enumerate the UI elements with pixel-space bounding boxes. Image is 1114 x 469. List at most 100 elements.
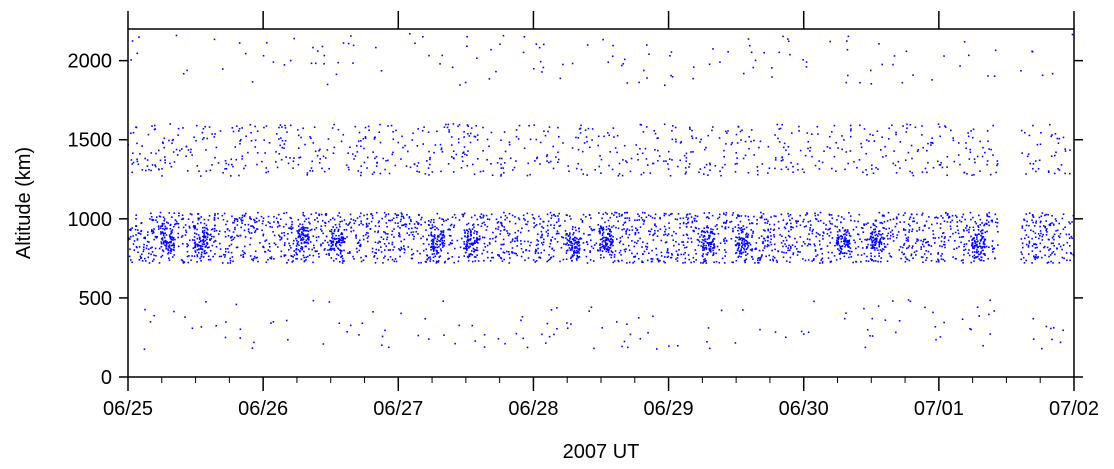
data-point [314, 150, 317, 153]
data-point [897, 231, 900, 233]
data-point [503, 258, 505, 261]
data-point [543, 130, 545, 132]
data-point [615, 211, 618, 214]
data-point [373, 138, 376, 140]
data-point [525, 248, 528, 251]
data-point [886, 243, 889, 246]
data-point [860, 254, 863, 256]
data-point [595, 242, 598, 245]
data-point [741, 230, 743, 233]
data-point [734, 163, 737, 165]
data-point [535, 260, 538, 262]
data-point [762, 229, 765, 231]
data-point [784, 243, 786, 245]
data-point [241, 155, 244, 158]
data-point [293, 254, 296, 256]
data-point [585, 136, 588, 138]
data-point [354, 155, 357, 157]
data-point [169, 224, 172, 226]
data-point [850, 255, 853, 258]
data-point [845, 252, 848, 255]
data-point [206, 233, 209, 236]
data-point [601, 327, 604, 329]
data-point [847, 241, 849, 244]
data-point [474, 136, 477, 138]
data-point [200, 326, 203, 328]
data-point [770, 243, 773, 246]
data-point [866, 246, 869, 249]
data-point [386, 238, 388, 241]
data-point [375, 46, 377, 49]
data-point [602, 213, 605, 216]
data-point [729, 221, 731, 223]
data-point [514, 237, 517, 240]
data-point [144, 169, 147, 172]
data-point [342, 260, 344, 262]
data-point [815, 255, 817, 258]
data-point [331, 247, 333, 250]
data-point [549, 258, 551, 261]
data-point [410, 248, 413, 251]
data-point [231, 235, 233, 238]
data-point [170, 244, 173, 247]
data-point [511, 240, 514, 242]
x-tick-label: 06/30 [779, 398, 829, 420]
data-point [298, 233, 301, 235]
data-point [417, 128, 419, 130]
data-point [874, 255, 876, 258]
data-point [160, 225, 162, 228]
data-point [724, 237, 727, 239]
data-point [736, 243, 738, 246]
data-point [401, 213, 403, 216]
data-point [744, 245, 746, 248]
data-point [638, 81, 640, 84]
data-point [869, 69, 872, 72]
data-point [535, 223, 538, 226]
data-point [746, 242, 749, 244]
data-point [436, 227, 438, 229]
data-point [299, 235, 302, 238]
data-point [162, 233, 165, 235]
data-point [523, 35, 526, 38]
data-point [960, 259, 963, 262]
data-point [527, 162, 530, 165]
data-point [443, 236, 445, 239]
data-point [984, 238, 987, 241]
data-point [291, 223, 293, 226]
data-point [556, 241, 559, 243]
data-point [391, 258, 394, 261]
data-point [346, 330, 348, 333]
data-point [322, 343, 325, 345]
data-point [333, 247, 335, 250]
data-point [371, 214, 374, 217]
data-point [1032, 124, 1034, 127]
data-point [576, 254, 578, 257]
data-point [599, 155, 601, 157]
data-point [161, 239, 164, 241]
data-point [198, 248, 200, 251]
data-point [164, 159, 166, 161]
data-point [276, 166, 279, 169]
data-point [291, 221, 293, 223]
data-point [1064, 150, 1067, 152]
data-point [668, 345, 670, 347]
data-point [843, 243, 846, 245]
data-point [210, 237, 213, 240]
data-point [203, 234, 206, 236]
data-point [1040, 215, 1043, 218]
data-point [161, 237, 164, 239]
data-point [479, 215, 481, 218]
data-point [206, 242, 209, 245]
data-point [198, 217, 201, 220]
data-point [849, 129, 852, 132]
data-point [829, 231, 832, 234]
data-point [996, 221, 999, 224]
data-point [619, 249, 622, 252]
data-point [284, 139, 287, 142]
data-point [548, 253, 550, 256]
data-point [908, 231, 910, 233]
data-point [475, 230, 478, 233]
data-point [317, 50, 319, 52]
data-point [341, 257, 344, 260]
data-point [965, 227, 967, 229]
